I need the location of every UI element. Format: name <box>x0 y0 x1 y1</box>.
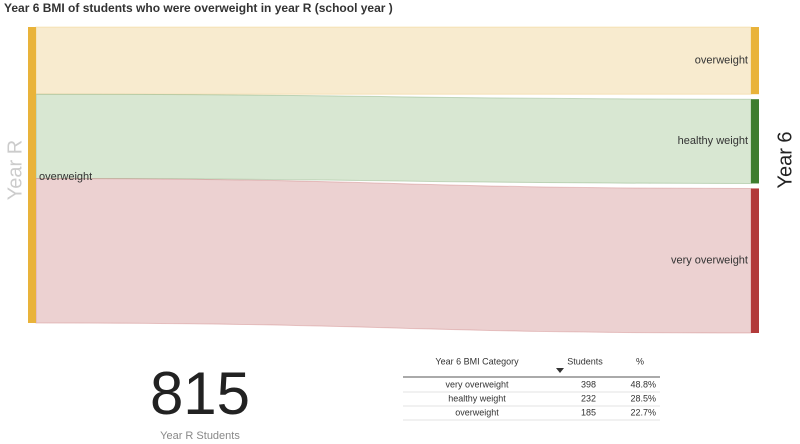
table-cell: overweight <box>455 407 499 417</box>
target-label: overweight <box>695 55 748 67</box>
table-cell: very overweight <box>445 379 509 389</box>
target-label: healthy weight <box>678 135 748 147</box>
flow <box>35 177 752 334</box>
target-node <box>751 188 759 333</box>
table-cell: 48.8% <box>630 379 656 389</box>
table-cell: 28.5% <box>630 393 656 403</box>
target-node <box>751 99 759 184</box>
table-header: Year 6 BMI Category <box>435 356 519 366</box>
table-cell: 22.7% <box>630 407 656 417</box>
table-header: % <box>636 356 644 366</box>
chart-title: Year 6 BMI of students who were overweig… <box>4 1 393 15</box>
source-label: overweight <box>39 171 92 183</box>
table-cell: 232 <box>581 393 596 403</box>
source-node <box>28 27 36 323</box>
flow <box>35 26 752 95</box>
table-header: Students <box>567 356 603 366</box>
table-cell: healthy weight <box>448 393 506 403</box>
right-axis-label: Year 6 <box>774 131 796 188</box>
left-axis-label: Year R <box>4 140 26 200</box>
flow <box>35 93 752 184</box>
target-label: very overweight <box>671 255 748 267</box>
target-node <box>751 27 759 95</box>
sort-indicator <box>556 368 564 373</box>
kpi-label: Year R Students <box>160 430 240 442</box>
table-cell: 398 <box>581 379 596 389</box>
kpi-value: 815 <box>150 360 250 427</box>
table-cell: 185 <box>581 407 596 417</box>
